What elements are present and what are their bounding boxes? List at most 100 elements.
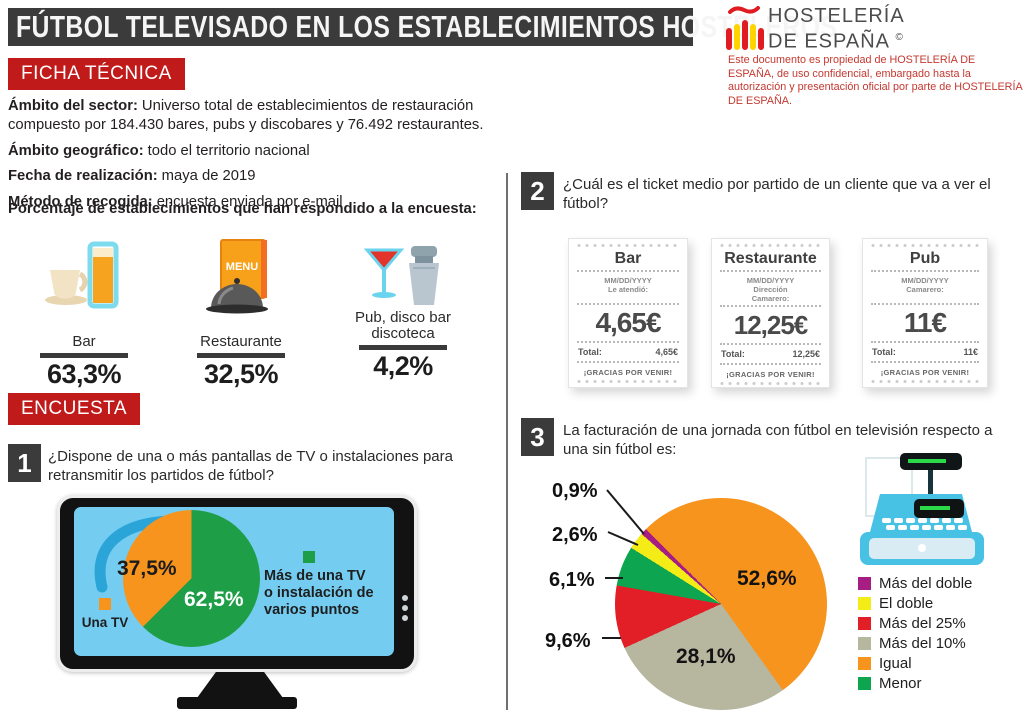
restaurant-menu-icon: MENU [206, 239, 268, 314]
bar-drinks-icon [45, 241, 119, 309]
receipt-total: Total: 11€ [872, 347, 978, 357]
respondent-column-restaurante: MENU Restaurante 32,5% [176, 236, 306, 390]
receipt-perforation [720, 243, 821, 248]
receipt-footer: ¡GRACIAS POR VENIR! [880, 368, 970, 377]
cash-register-icon [860, 453, 984, 565]
respondent-value: 32,5% [203, 359, 279, 389]
q3-legend: Más del doble El doble Más del 25% Más d… [858, 573, 972, 693]
receipt-price: 12,25€ [733, 310, 809, 340]
ficha-item-geografico: Ámbito geográfico: todo el territorio nac… [8, 142, 310, 159]
brand-logo-bars-icon [726, 6, 764, 50]
receipt-price: 4,65€ [595, 307, 661, 338]
ficha-items: Ámbito del sector: Universo total de esta… [8, 97, 488, 218]
legend-swatch-el-doble [858, 596, 871, 610]
receipt-title: Pub [909, 250, 941, 267]
receipt-meta: MM/DD/YYYY Dirección Camarero: [746, 276, 795, 303]
pie-slice-label-mas10: 28,1% [676, 645, 736, 668]
tv-legend-label-mas-de-una: Más de una TV o instalación de varios pu… [264, 568, 374, 618]
pie-slice-label-una-tv: 37,5% [117, 557, 177, 580]
pie-slice-label-doble: 2,6% [552, 524, 598, 546]
receipt-card-restaurante: Restaurante MM/DD/YYYY Dirección Camarer… [711, 238, 830, 388]
respondent-label: Restaurante [200, 333, 282, 350]
ficha-tecnica-badge: FICHA TÉCNICA [8, 58, 185, 90]
legend-swatch-menor [858, 676, 871, 690]
respondent-column-bar: Bar 63,3% [19, 236, 149, 390]
legend-label: Más del 10% [879, 634, 966, 652]
question-3-text: La facturación de una jornada con fútbol… [563, 422, 993, 458]
pie-slice-label-menor: 6,1% [549, 569, 595, 591]
tv-legend-swatch-mas-de-una [303, 551, 315, 563]
legend-label: Igual [879, 654, 912, 672]
ficha-item-fecha: Fecha de realización: maya de 2019 [8, 168, 256, 184]
tv-legend-label-una-tv: Una TV [81, 615, 129, 630]
respondent-label: Pub, disco bar discoteca [355, 309, 451, 342]
tv-button [402, 615, 408, 621]
receipt-title: Restaurante [724, 250, 817, 267]
receipt-perforation [871, 243, 979, 248]
page-title: FÚTBOL TELEVISADO EN LOS ESTABLECIMIENTO… [16, 9, 838, 44]
brand-name-line2: DE ESPAÑA © [768, 30, 904, 53]
receipt-perforation [871, 379, 979, 384]
receipt-perforation [720, 381, 821, 386]
tv-button [402, 605, 408, 611]
column-divider [506, 173, 508, 710]
receipt-card-bar: Bar MM/DD/YYYY Le atendió: 4,65€ Total: 4… [568, 238, 688, 388]
receipt-title: Bar [614, 250, 642, 267]
respondent-divider [40, 353, 128, 358]
copyright-mark: © [895, 32, 904, 43]
receipt-price: 11€ [903, 307, 947, 338]
brand-disclaimer: Este documento es propiedad de HOSTELERÍ… [728, 54, 1023, 107]
receipt-perforation [577, 243, 679, 248]
pie-slice-label-masdoble: 0,9% [552, 480, 598, 502]
legend-item: Más del doble [858, 573, 972, 593]
pie-slice-label-mas-de-una: 62,5% [184, 588, 244, 611]
q3-pie-chart [615, 498, 827, 710]
legend-item: Más del 10% [858, 633, 972, 653]
question-1-number: 1 [8, 444, 41, 482]
question-2-text: ¿Cuál es el ticket medio por partido de … [563, 176, 991, 212]
question-3-number: 3 [521, 418, 554, 456]
respondent-value: 63,3% [46, 359, 122, 389]
legend-swatch-igual [858, 656, 871, 670]
receipt-card-pub: Pub MM/DD/YYYY Camarero: 11€ Total: 11€ ¡… [862, 238, 988, 388]
pie-slice-label-igual: 52,6% [737, 567, 797, 590]
tv-stand-neck [197, 672, 283, 698]
pie-slice-label-mas25: 9,6% [545, 630, 591, 652]
receipt-total: Total: 12,25€ [721, 349, 820, 359]
question-1-text: ¿Dispone de una o más pantallas de TV o … [48, 448, 453, 484]
brand-name: HOSTELERÍA DE ESPAÑA © [768, 6, 905, 53]
receipt-footer: ¡GRACIAS POR VENIR! [583, 368, 673, 377]
receipt-meta: MM/DD/YYYY Le atendió: [604, 276, 652, 294]
question-2-number: 2 [521, 172, 554, 210]
legend-item: Igual [858, 653, 972, 673]
brand-name-line1: HOSTELERÍA [768, 5, 905, 27]
respondent-column-pub: Pub, disco bar discoteca 4,2% [338, 236, 468, 382]
receipt-perforation [577, 379, 679, 384]
legend-item: El doble [858, 593, 972, 613]
tv-legend-swatch-una-tv [99, 598, 111, 610]
brand-logo: HOSTELERÍA DE ESPAÑA © [724, 2, 1024, 52]
encuesta-badge: ENCUESTA [8, 393, 141, 425]
legend-item: Menor [858, 673, 972, 693]
respondent-divider [197, 353, 285, 358]
legend-label: Más del 25% [879, 614, 966, 632]
respondents-heading: Porcentaje de establecimientos que han r… [8, 201, 477, 217]
title-bar: FÚTBOL TELEVISADO EN LOS ESTABLECIMIENTO… [8, 8, 837, 46]
ficha-item-sector: Ámbito del sector: Universo total de esta… [8, 98, 484, 133]
ficha-item-metodo: Método de recogida: encuesta enviada por … [8, 193, 343, 210]
legend-swatch-mas-del-doble [858, 576, 871, 590]
svg-text:MENU: MENU [226, 261, 258, 273]
respondents-row: Bar 63,3% MENU Restaurante 32,5% [0, 236, 500, 389]
receipt-meta: MM/DD/YYYY Camarero: [901, 276, 949, 294]
q3-callout-lines [602, 489, 645, 639]
tv-pie-chart [123, 510, 260, 647]
receipt-footer: ¡GRACIAS POR VENIR! [726, 370, 815, 379]
legend-swatch-mas-del-25 [858, 616, 871, 630]
legend-item: Más del 25% [858, 613, 972, 633]
tv-button [402, 595, 408, 601]
respondent-divider [359, 345, 447, 350]
cocktail-shaker-icon [363, 246, 439, 305]
legend-label: Menor [879, 674, 922, 692]
respondent-value: 4,2% [373, 351, 433, 381]
